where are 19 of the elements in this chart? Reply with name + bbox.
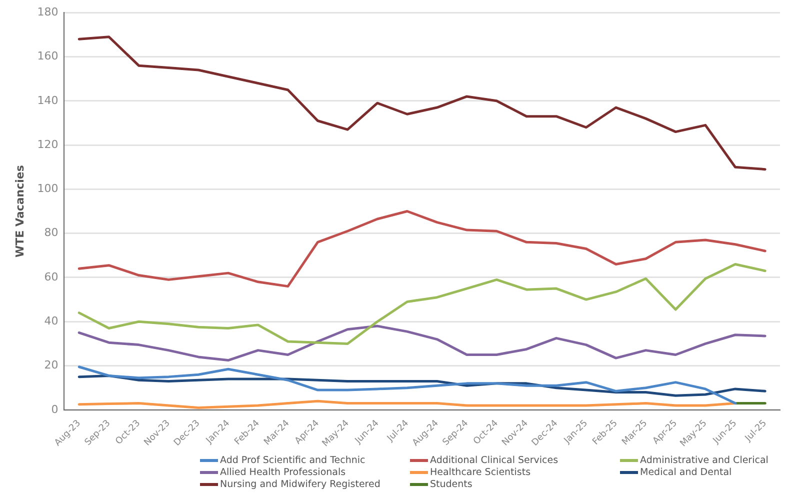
legend-label: Students (430, 479, 472, 490)
y-tick-label: 80 (44, 226, 58, 240)
legend-label: Allied Health Professionals (220, 467, 346, 478)
y-tick-label: 20 (44, 358, 58, 372)
y-tick-label: 120 (37, 138, 58, 151)
legend-label: Nursing and Midwifery Registered (220, 479, 380, 490)
legend-label: Add Prof Scientific and Technic (220, 455, 366, 466)
legend-label: Medical and Dental (640, 467, 732, 478)
legend-label: Additional Clinical Services (430, 455, 558, 466)
y-tick-label: 160 (37, 50, 58, 63)
y-tick-label: 0 (51, 402, 58, 416)
y-tick-label: 40 (44, 314, 58, 328)
y-tick-label: 60 (44, 270, 58, 284)
legend-label: Administrative and Clerical (640, 455, 768, 466)
y-tick-label: 100 (37, 182, 58, 196)
y-tick-label: 180 (37, 5, 58, 18)
y-axis-title: WTE Vacancies (13, 164, 26, 258)
legend-label: Healthcare Scientists (430, 467, 531, 478)
y-tick-label: 140 (37, 94, 58, 107)
